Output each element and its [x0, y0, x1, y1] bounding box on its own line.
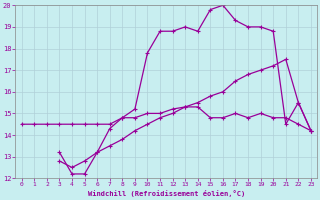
X-axis label: Windchill (Refroidissement éolien,°C): Windchill (Refroidissement éolien,°C): [88, 190, 245, 197]
